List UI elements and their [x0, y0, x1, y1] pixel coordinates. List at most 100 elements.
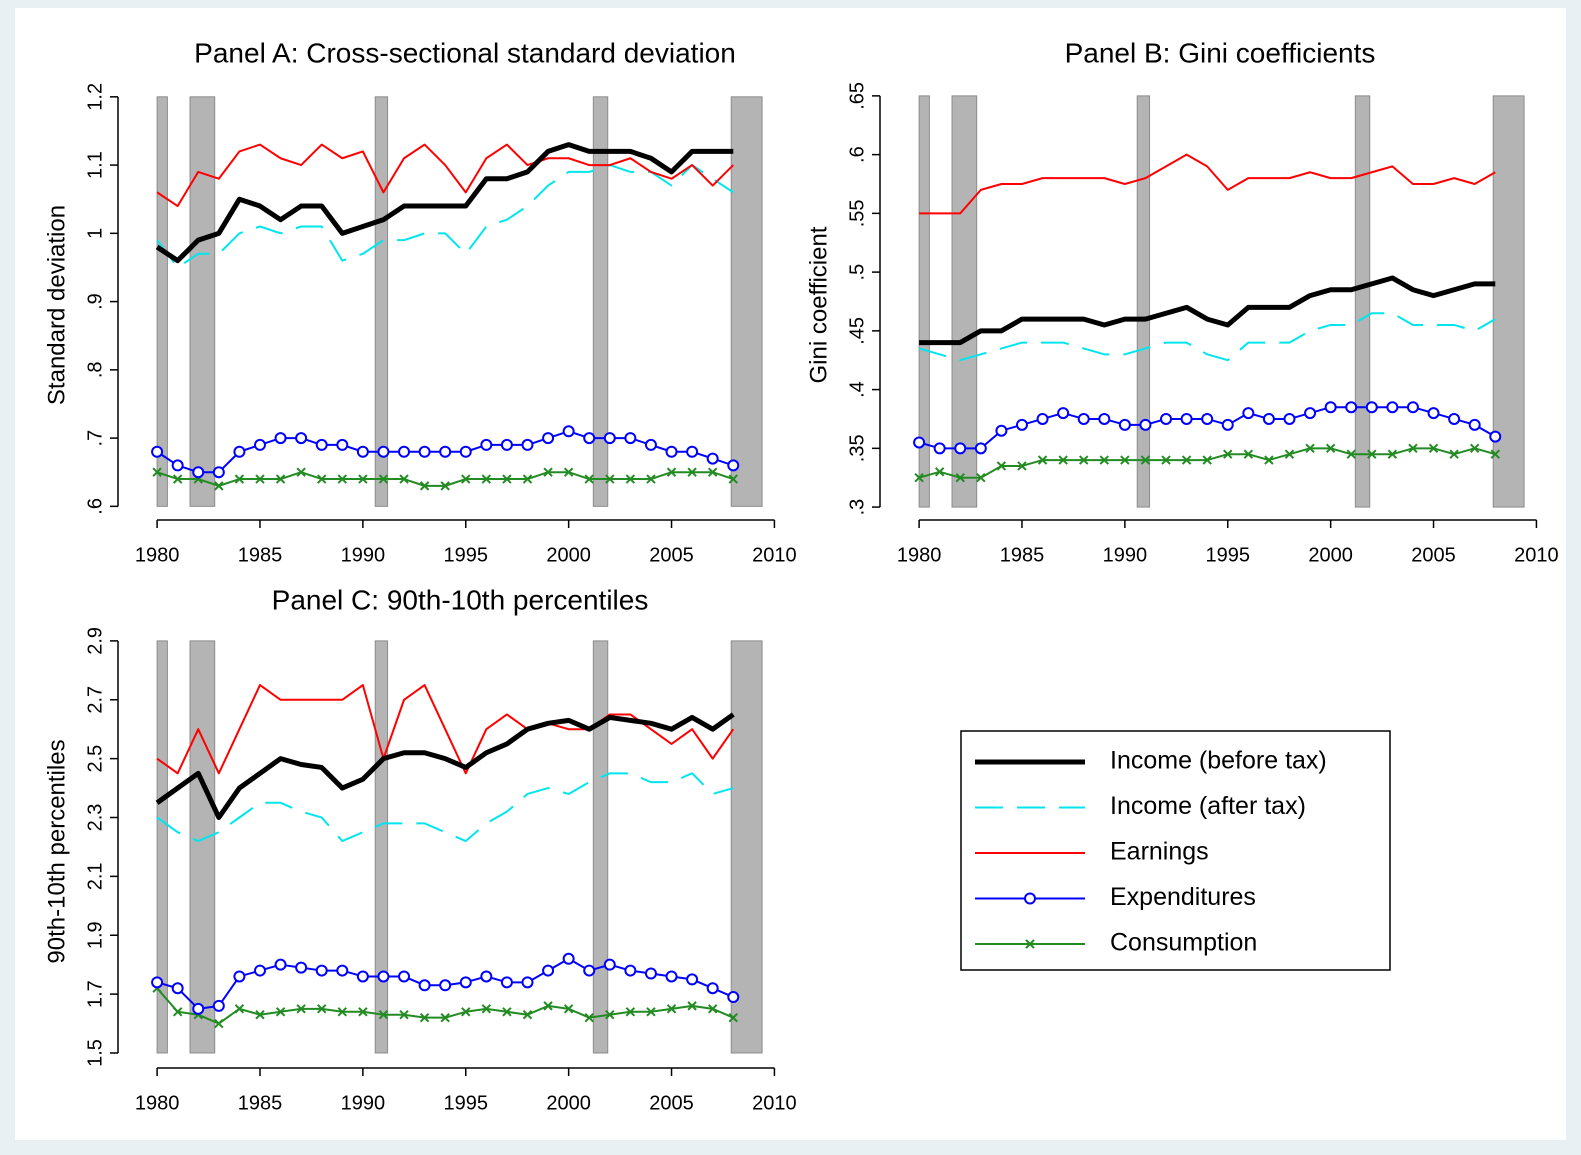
marker: [1058, 455, 1068, 465]
marker: [440, 1012, 450, 1023]
x-tick-label: 1980: [897, 544, 942, 566]
marker: [1243, 449, 1254, 459]
y-tick-label: 1.9: [84, 921, 106, 949]
marker: [502, 1007, 512, 1017]
marker: [502, 474, 512, 484]
marker: [172, 1007, 183, 1017]
marker: [1242, 407, 1255, 420]
marker: [1139, 418, 1152, 431]
marker: [706, 982, 719, 995]
y-tick-label: 2.5: [84, 745, 106, 773]
marker: [1024, 892, 1036, 905]
marker: [1304, 407, 1317, 420]
marker: [461, 1007, 471, 1017]
marker: [914, 472, 924, 483]
marker: [398, 970, 411, 983]
marker: [295, 961, 308, 974]
legend-label: Income (after tax): [1110, 792, 1306, 820]
x-tick-label: 1995: [444, 544, 489, 566]
marker: [480, 970, 493, 983]
marker: [500, 976, 513, 989]
marker: [439, 979, 452, 992]
marker: [255, 1010, 265, 1020]
marker: [171, 459, 184, 472]
marker: [1490, 449, 1500, 459]
marker: [624, 964, 637, 977]
marker: [605, 474, 615, 484]
marker: [584, 474, 594, 484]
marker: [212, 999, 225, 1012]
y-tick-label: 2.3: [84, 804, 106, 832]
marker: [296, 1004, 306, 1014]
recession-band: [156, 96, 168, 507]
marker: [727, 991, 740, 1004]
marker: [707, 1004, 718, 1014]
marker: [1160, 412, 1173, 425]
marker: [1324, 401, 1337, 414]
marker: [378, 1010, 389, 1020]
marker: [214, 481, 224, 491]
marker: [543, 467, 553, 477]
marker: [1387, 449, 1398, 459]
series-line: [156, 164, 734, 269]
y-tick-label: 1.5: [84, 1039, 106, 1067]
y-tick-label: 1.7: [84, 980, 106, 1008]
marker: [337, 474, 348, 484]
marker: [1223, 449, 1233, 459]
marker: [562, 425, 575, 438]
marker: [315, 964, 328, 977]
marker: [481, 474, 492, 484]
y-tick-label: .45: [846, 317, 868, 345]
marker: [337, 1007, 348, 1017]
marker: [214, 1018, 224, 1029]
marker: [686, 973, 699, 986]
marker: [933, 442, 946, 455]
legend-label: Expenditures: [1110, 883, 1256, 911]
marker: [1468, 418, 1481, 431]
marker: [1365, 401, 1378, 414]
recession-band: [189, 640, 216, 1054]
x-tick-label: 1980: [135, 544, 180, 566]
marker: [644, 967, 657, 980]
marker: [358, 1007, 368, 1017]
marker: [521, 438, 534, 451]
marker: [192, 466, 205, 479]
marker: [521, 976, 534, 989]
x-tick-label: 1990: [341, 544, 386, 566]
marker: [234, 474, 245, 484]
marker: [706, 452, 719, 465]
marker: [399, 1010, 409, 1020]
marker: [1017, 461, 1027, 471]
marker: [584, 1012, 594, 1023]
marker: [233, 970, 246, 983]
marker: [563, 1004, 574, 1014]
marker: [583, 964, 596, 977]
x-tick-label: 1985: [238, 1092, 283, 1114]
recession-band: [1354, 95, 1371, 508]
marker: [666, 467, 677, 477]
marker: [1367, 449, 1377, 459]
marker: [1284, 449, 1295, 459]
marker: [625, 1007, 636, 1017]
recession-band: [951, 95, 978, 508]
y-tick-label: 1.2: [84, 83, 106, 111]
marker: [543, 1001, 553, 1011]
y-axis-title: Standard deviation: [43, 205, 70, 405]
marker: [358, 474, 368, 484]
marker: [624, 432, 637, 445]
marker: [152, 467, 162, 477]
marker: [253, 964, 266, 977]
marker: [151, 976, 164, 989]
marker: [295, 432, 308, 445]
marker: [605, 1010, 615, 1020]
marker: [418, 979, 431, 992]
y-tick-label: .8: [84, 361, 106, 378]
marker: [419, 481, 430, 491]
marker: [995, 424, 1008, 437]
y-tick-label: .35: [846, 434, 868, 462]
x-tick-label: 1995: [444, 1092, 489, 1114]
recession-band: [374, 640, 389, 1054]
marker: [275, 1007, 286, 1017]
marker: [1264, 455, 1274, 465]
